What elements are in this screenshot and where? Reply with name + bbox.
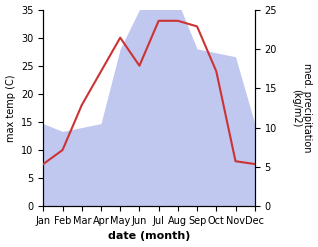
X-axis label: date (month): date (month) (108, 231, 190, 242)
Y-axis label: med. precipitation
(kg/m2): med. precipitation (kg/m2) (291, 63, 313, 153)
Y-axis label: max temp (C): max temp (C) (5, 74, 16, 142)
